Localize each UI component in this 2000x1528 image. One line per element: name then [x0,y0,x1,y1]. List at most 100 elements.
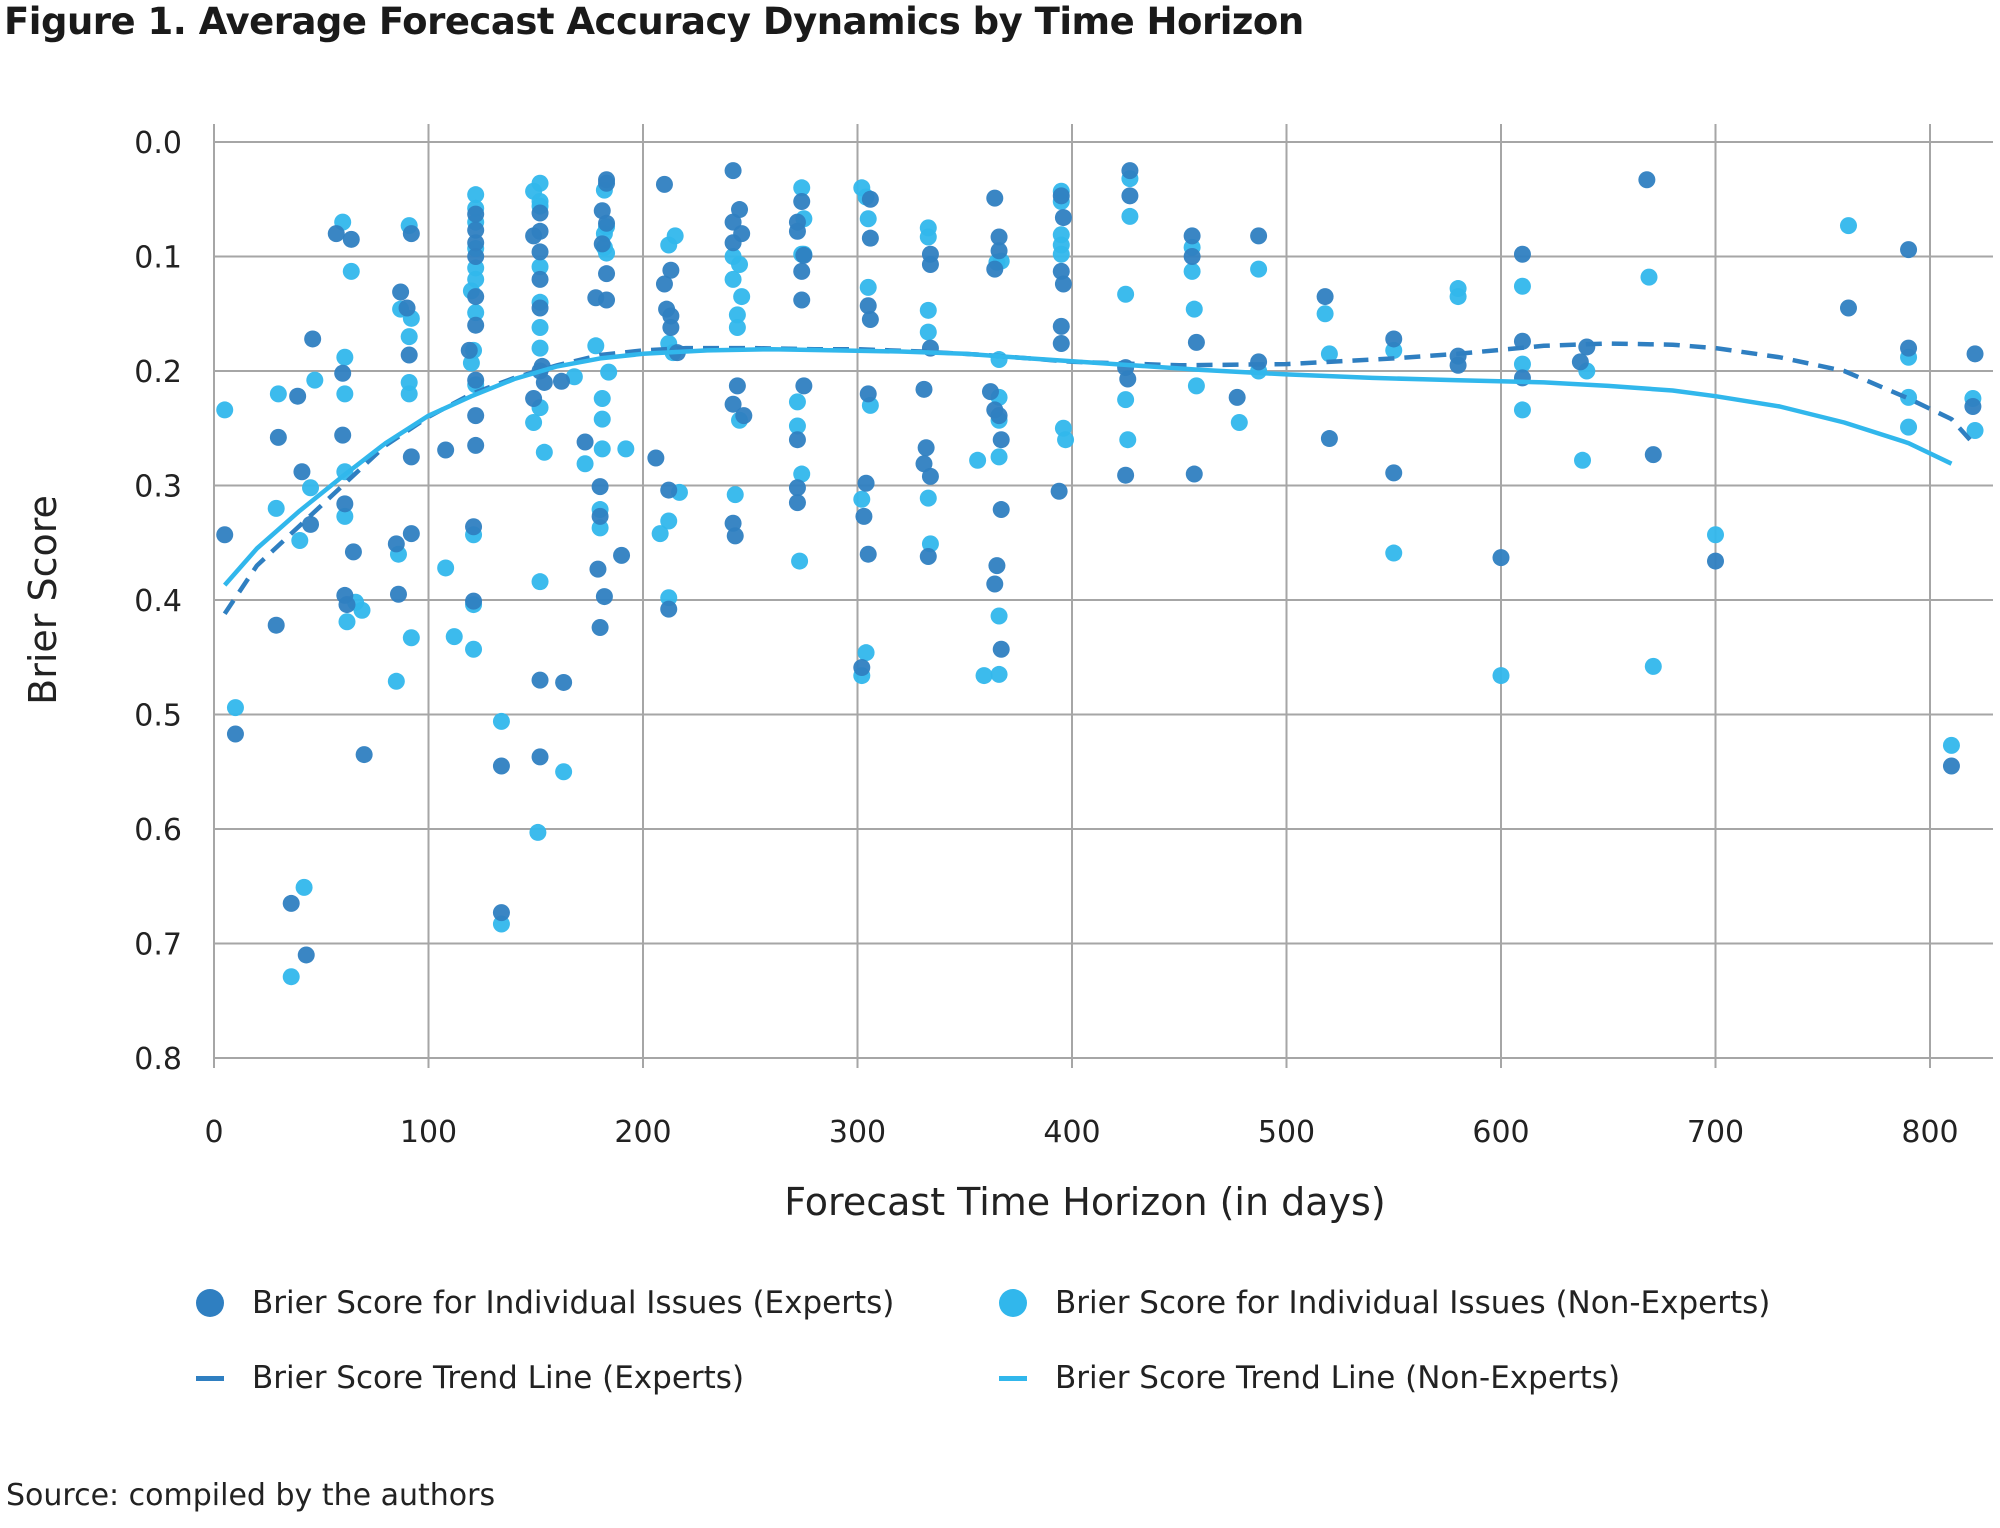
non-expert-point [465,640,483,658]
expert-point [389,585,407,603]
expert-point [437,441,455,459]
non-expert-point [919,323,937,341]
non-expert-point [1640,268,1658,286]
expert-point [793,193,811,211]
expert-point [531,748,549,766]
non-expert-point [1320,345,1338,363]
expert-point [1250,353,1268,371]
expert-point [662,318,680,336]
non-expert-point [919,301,937,319]
expert-point [1385,464,1403,482]
legend-non-experts-points: Brier Score for Individual Issues (Non-E… [999,1285,1770,1321]
non-expert-point [859,278,877,296]
x-tick-label: 800 [1901,1115,1958,1150]
non-expert-point [728,306,746,324]
expert-point [859,545,877,563]
x-tick-label: 400 [1043,1115,1100,1150]
x-tick-label: 500 [1258,1115,1315,1150]
y-tick-label: 0.3 [134,470,182,505]
non-expert-point [651,525,669,543]
expert-point [598,265,616,283]
expert-point [655,275,673,293]
non-expert-point [437,559,455,577]
non-expert-point [788,393,806,411]
non-expert-point [1707,526,1724,544]
expert-point [387,535,405,553]
non-expert-point [387,672,405,690]
expert-point [660,481,678,499]
expert-point [576,433,594,451]
non-expert-point [525,414,543,432]
non-expert-point [1513,401,1531,419]
x-tick-label: 600 [1472,1115,1529,1150]
expert-point [465,592,483,610]
expert-point [990,407,1008,425]
non-expert-point [593,410,611,428]
expert-point [1966,345,1984,363]
non-expert-point [1449,288,1467,306]
expert-point [915,455,933,473]
expert-point [216,526,234,544]
non-expert-point [531,258,549,276]
y-tick-label: 0.0 [134,126,182,161]
non-expert-point [990,448,1008,466]
non-expert-point [1574,451,1592,469]
expert-point [402,525,420,543]
expert-point [921,467,939,485]
non-expert-point [336,348,354,366]
non-expert-point [1117,391,1135,409]
expert-point [1183,227,1201,245]
expert-point [598,174,616,192]
non-expert-point [353,601,371,619]
non-expert-point [400,328,418,346]
expert-point [788,222,806,240]
expert-point [861,310,879,328]
expert-point [535,373,553,391]
expert-point [531,299,549,317]
legend-label: Brier Score for Individual Issues (Non-E… [1055,1285,1771,1321]
y-tick-label: 0.1 [134,241,182,276]
non-expert-point [1057,431,1075,449]
non-expert-point [342,262,360,280]
legend-label: Brier Score Trend Line (Non-Experts) [1055,1360,1621,1396]
expert-point [1121,187,1139,205]
non-expert-point [921,535,939,553]
expert-point [1320,430,1338,448]
non-expert-point [728,318,746,336]
experts-trend-line [222,341,1975,615]
expert-point [660,600,678,618]
non-expert-point [492,712,510,730]
expert-point [793,262,811,280]
x-tick-label: 700 [1687,1115,1744,1150]
expert-point [467,221,485,239]
expert-point [731,201,749,219]
expert-point [467,436,485,454]
non-expert-point [724,270,742,288]
expert-point [1228,388,1246,406]
expert-point [986,260,1004,278]
expert-point [921,245,939,263]
x-axis-title: Forecast Time Horizon (in days) [784,1180,1385,1224]
x-tick-label: 0 [204,1115,223,1150]
expert-point [467,205,485,223]
figure-title: Figure 1. Average Forecast Accuracy Dyna… [4,0,1304,43]
non-expert-point [617,440,635,458]
non-expert-point [975,667,993,685]
expert-point [267,616,285,634]
non-expert-point [1185,300,1203,318]
expert-point [555,673,573,691]
expert-point [226,725,244,743]
non-expert-point [1644,657,1662,675]
non-expert-point [1966,422,1984,440]
non-expert-point [531,339,549,357]
non-expert-point [1513,355,1531,373]
expert-point [591,618,609,636]
expert-point [735,407,753,425]
expert-point [1054,209,1072,227]
expert-point [1250,227,1268,245]
non-expert-point [919,489,937,507]
expert-point [595,588,613,606]
expert-point [398,299,416,317]
expert-point [1121,162,1139,180]
x-tick-label: 100 [400,1115,457,1150]
